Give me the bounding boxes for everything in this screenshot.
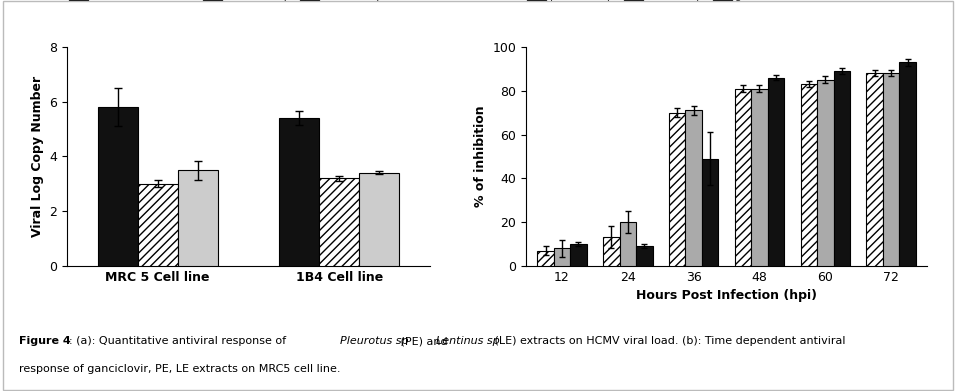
- Bar: [685, 110, 702, 266]
- Bar: [98, 107, 138, 266]
- Y-axis label: % of inhibition: % of inhibition: [473, 106, 487, 207]
- Legend: Control infected cell, Pleurotus sp., Lentinus sp.: Control infected cell, Pleurotus sp., Le…: [65, 0, 391, 5]
- Bar: [319, 178, 359, 266]
- Legend: pleurotus sp., lentinus sp., ganciclovir: pleurotus sp., lentinus sp., ganciclovir: [523, 0, 796, 5]
- Bar: [702, 159, 718, 266]
- Y-axis label: Viral Log Copy Number: Viral Log Copy Number: [31, 76, 44, 237]
- Text: Figure 4: Figure 4: [19, 336, 71, 346]
- Text: (PE) and: (PE) and: [397, 336, 451, 346]
- Bar: [817, 80, 834, 266]
- Bar: [178, 170, 218, 266]
- Text: (LE) extracts on HCMV viral load. (b): Time dependent antiviral: (LE) extracts on HCMV viral load. (b): T…: [491, 336, 846, 346]
- Bar: [554, 248, 570, 266]
- X-axis label: Hours Post Infection (hpi): Hours Post Infection (hpi): [636, 289, 817, 302]
- Text: : (a): Quantitative antiviral response of: : (a): Quantitative antiviral response o…: [69, 336, 290, 346]
- Bar: [359, 173, 400, 266]
- Bar: [537, 251, 554, 266]
- Text: Pleurotus sp: Pleurotus sp: [340, 336, 409, 346]
- Bar: [138, 184, 178, 266]
- Bar: [279, 118, 319, 266]
- Bar: [900, 62, 916, 266]
- Text: response of ganciclovir, PE, LE extracts on MRC5 cell line.: response of ganciclovir, PE, LE extracts…: [19, 364, 340, 374]
- Bar: [570, 244, 587, 266]
- Bar: [834, 71, 850, 266]
- Bar: [800, 84, 817, 266]
- Bar: [866, 73, 883, 266]
- Bar: [768, 77, 784, 266]
- Bar: [636, 246, 653, 266]
- Bar: [669, 113, 685, 266]
- Bar: [603, 237, 619, 266]
- Bar: [735, 88, 751, 266]
- Bar: [751, 88, 768, 266]
- Bar: [883, 73, 900, 266]
- Bar: [619, 222, 636, 266]
- Text: Lentinus sp: Lentinus sp: [436, 336, 500, 346]
